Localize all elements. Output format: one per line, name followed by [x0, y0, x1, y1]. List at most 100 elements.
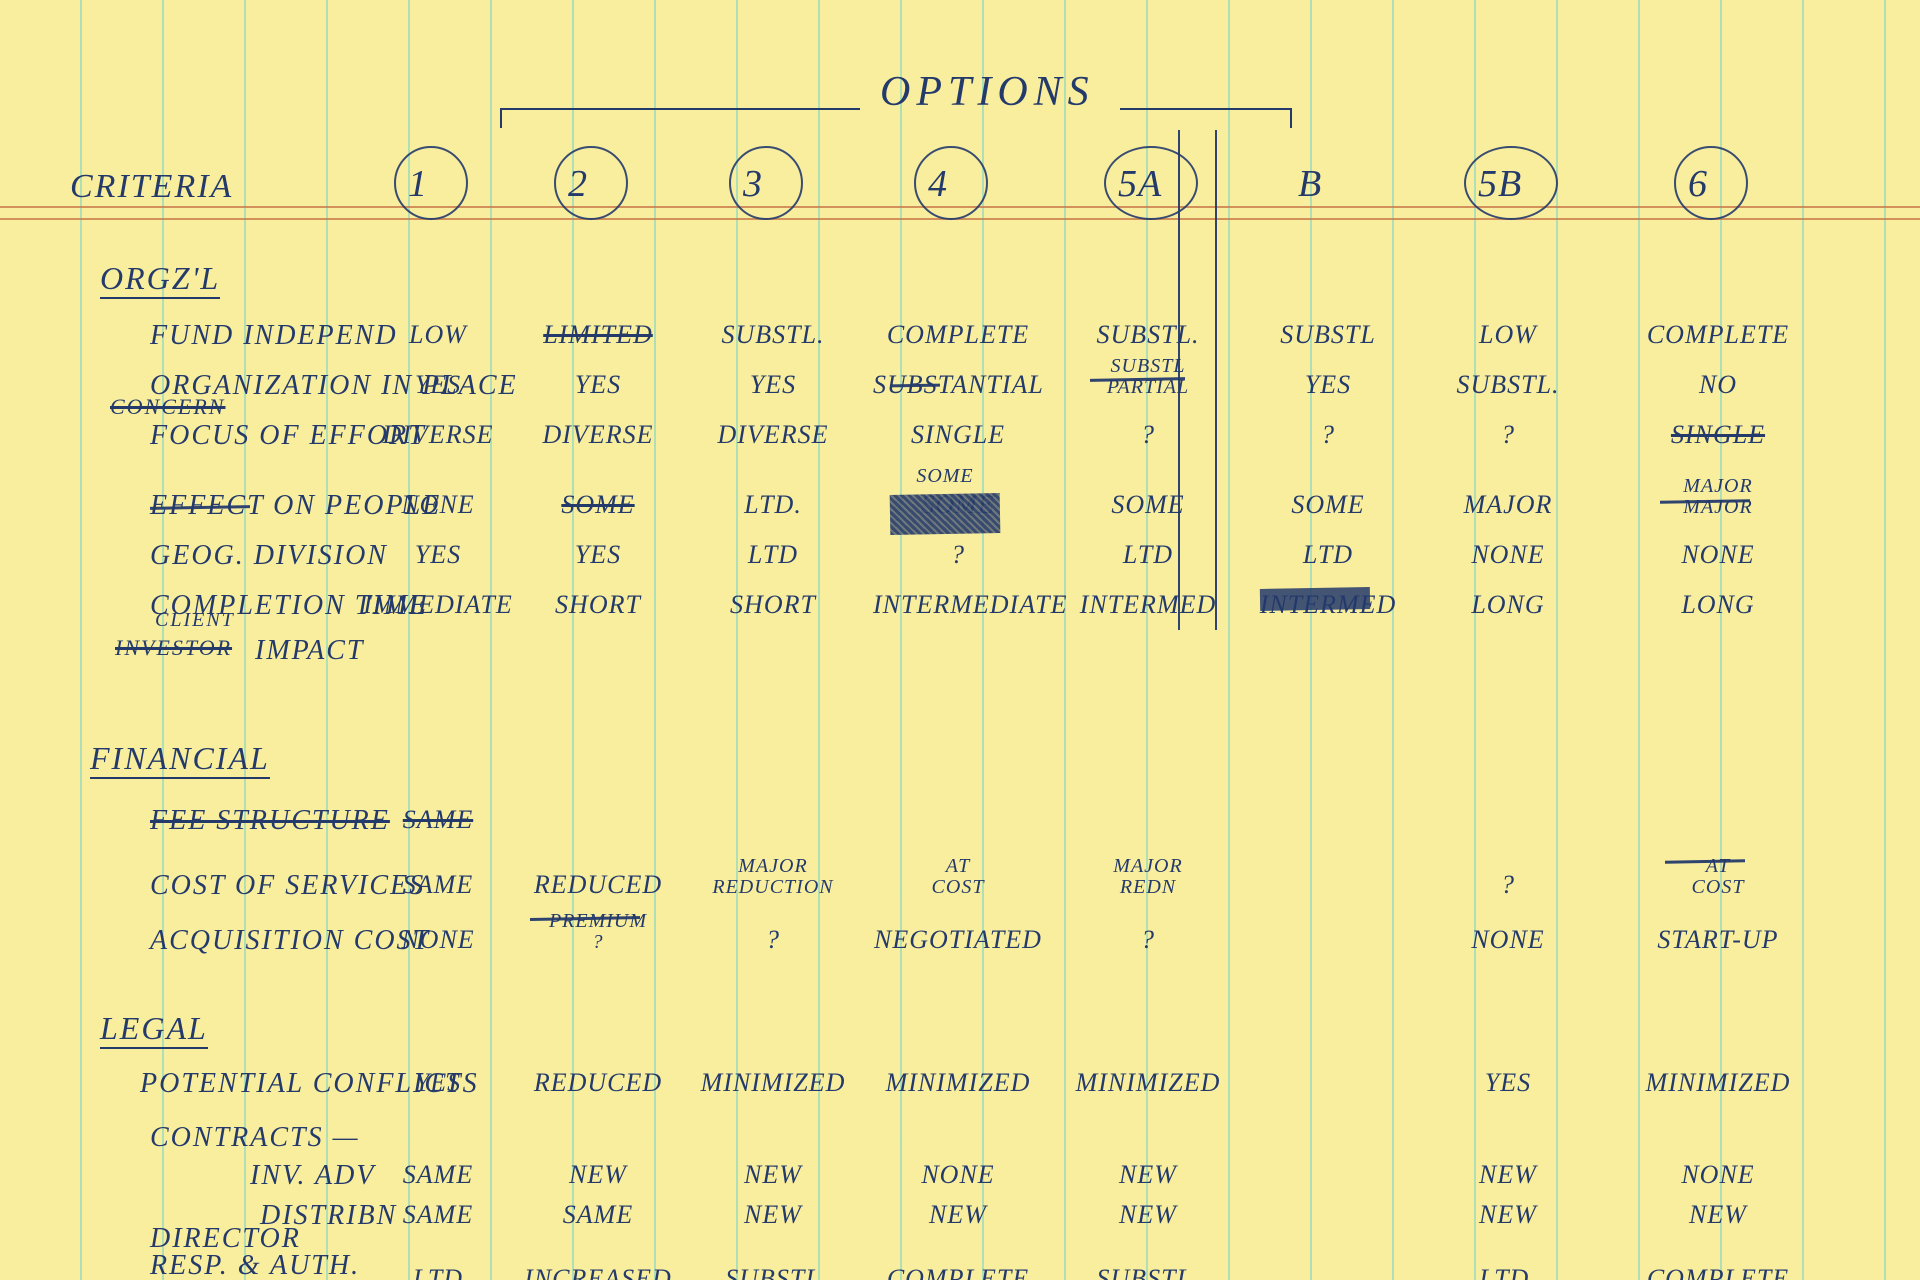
cell-effect_on_people-c5: SOME — [1243, 490, 1413, 520]
header-bracket-right — [1120, 108, 1290, 110]
cell-acquisition_cost-c4: ? — [1063, 925, 1233, 955]
cell-org_in_place-c6: SUBSTL. — [1423, 370, 1593, 400]
cell-cost_of_services-c0: SAME — [353, 870, 523, 900]
column-header-5B: 5B — [1478, 162, 1522, 206]
cell-director_resp-c1: INCREASED — [513, 1264, 683, 1280]
cell-fund_independ-c2: SUBSTL. — [688, 320, 858, 350]
cell-effect_on_people-c2: LTD. — [688, 490, 858, 520]
column-header-2: 2 — [568, 162, 588, 206]
cell-geog_division-c5: LTD — [1243, 540, 1413, 570]
cell-effect_on_people-c7: MAJORMAJOR — [1633, 476, 1803, 518]
cell-fund_independ-c1: LIMITED — [513, 320, 683, 350]
cell-geog_division-c3: ? — [873, 540, 1043, 570]
column-circle-2 — [554, 146, 628, 220]
cell-cost_of_services-c2: MAJORREDUCTION — [688, 856, 858, 898]
cell-completion_time-c0: IMMEDIATE — [353, 590, 523, 620]
column-header-6: 6 — [1688, 162, 1708, 206]
cell-cost_of_services-c3: ATCOST — [873, 856, 1043, 898]
cell-completion_time-c1: SHORT — [513, 590, 683, 620]
row-label-client-impact-top: CLIENT — [155, 609, 235, 632]
criteria-label: CRITERIA — [70, 168, 233, 206]
cell-geog_division-c2: LTD — [688, 540, 858, 570]
cell-inv_adv-c0: SAME — [353, 1160, 523, 1190]
cell-potential_conflicts-c4: MINIMIZED — [1063, 1068, 1233, 1098]
cell-fund_independ-c3: COMPLETE — [873, 320, 1043, 350]
cell-distribn-c1: SAME — [513, 1200, 683, 1230]
cell-focus_of_effort-c0: DIVERSE — [353, 420, 523, 450]
cell-fee_structure-c0: SAME — [353, 805, 523, 835]
cell-fund_independ-c0: LOW — [353, 320, 523, 350]
cell-org_in_place-c1: YES — [513, 370, 683, 400]
cell-acquisition_cost-c3: NEGOTIATED — [873, 925, 1043, 955]
cell-distribn-c6: NEW — [1423, 1200, 1593, 1230]
heavy-strike-completion-col5 — [1260, 587, 1370, 611]
cell-acquisition_cost-c2: ? — [688, 925, 858, 955]
cell-completion_time-c2: SHORT — [688, 590, 858, 620]
cell-inv_adv-c4: NEW — [1063, 1160, 1233, 1190]
cell-distribn-c3: NEW — [873, 1200, 1043, 1230]
cell-org_in_place-c5: YES — [1243, 370, 1413, 400]
cell-director_resp-c6: LTD. — [1423, 1264, 1593, 1280]
cell-geog_division-c7: NONE — [1633, 540, 1803, 570]
section-legal: LEGAL — [100, 1010, 208, 1047]
column-header-1: 1 — [408, 162, 428, 206]
cell-potential_conflicts-c0: YES — [353, 1068, 523, 1098]
cell-effect-on-people-c3-above: SOME — [880, 466, 1010, 487]
page-content: OPTIONS CRITERIA 12345AB5B6 ORGZ'L FINAN… — [0, 0, 1920, 1280]
cell-fund_independ-c6: LOW — [1423, 320, 1593, 350]
row-label-client-impact-strike: INVESTOR — [115, 635, 232, 661]
cell-potential_conflicts-c7: MINIMIZED — [1633, 1068, 1803, 1098]
section-orgzl: ORGZ'L — [100, 260, 220, 297]
cell-fund_independ-c5: SUBSTL — [1243, 320, 1413, 350]
cell-geog_division-c0: YES — [353, 540, 523, 570]
row-label-contracts: CONTRACTS — — [150, 1122, 360, 1154]
row-label-director_resp: DIRECTORRESP. & AUTH. — [150, 1226, 360, 1279]
column-header-3: 3 — [743, 162, 763, 206]
divider-stroke-col5a-right — [1178, 130, 1180, 630]
cell-director_resp-c4: SUBSTL. — [1063, 1264, 1233, 1280]
column-header-5A: 5A — [1118, 162, 1162, 206]
cell-effect_on_people-c6: MAJOR — [1423, 490, 1593, 520]
cell-effect_on_people-c4: SOME — [1063, 490, 1233, 520]
header-bracket-tick-right — [1290, 108, 1292, 128]
cell-effect_on_people-c1: SOME — [513, 490, 683, 520]
cell-acquisition_cost-c6: NONE — [1423, 925, 1593, 955]
cell-focus_of_effort-c1: DIVERSE — [513, 420, 683, 450]
column-header-4: 4 — [928, 162, 948, 206]
cell-cost_of_services-c4: MAJORREDN — [1063, 856, 1233, 898]
cell-inv_adv-c7: NONE — [1633, 1160, 1803, 1190]
header-bracket-left — [500, 108, 860, 110]
cell-completion_time-c6: LONG — [1423, 590, 1593, 620]
cell-distribn-c2: NEW — [688, 1200, 858, 1230]
cell-completion_time-c4: INTERMED — [1063, 590, 1233, 620]
cell-acquisition_cost-c0: NONE — [353, 925, 523, 955]
cell-fund_independ-c7: COMPLETE — [1633, 320, 1803, 350]
cell-director_resp-c2: SUBSTL — [688, 1264, 858, 1280]
cell-focus_of_effort-c6: ? — [1423, 420, 1593, 450]
scratch-block-col4 — [890, 493, 1001, 535]
column-circle-1 — [394, 146, 468, 220]
column-circle-4 — [914, 146, 988, 220]
cell-focus_of_effort-c4: ? — [1063, 420, 1233, 450]
cell-distribn-c4: NEW — [1063, 1200, 1233, 1230]
cell-inv_adv-c1: NEW — [513, 1160, 683, 1190]
cell-fund_independ-c4: SUBSTL. — [1063, 320, 1233, 350]
row-label-client_impact: IMPACT — [255, 635, 365, 667]
cell-focus_of_effort-c2: DIVERSE — [688, 420, 858, 450]
cell-completion_time-c3: INTERMEDIATE — [873, 590, 1043, 620]
header-bracket-tick-left — [500, 108, 502, 128]
column-header-B: B — [1298, 162, 1322, 206]
cell-focus_of_effort-c7: SINGLE — [1633, 420, 1803, 450]
cell-completion_time-c7: LONG — [1633, 590, 1803, 620]
cell-geog_division-c6: NONE — [1423, 540, 1593, 570]
cell-acquisition_cost-c7: START-UP — [1633, 925, 1803, 955]
cell-inv_adv-c2: NEW — [688, 1160, 858, 1190]
cell-distribn-c7: NEW — [1633, 1200, 1803, 1230]
cell-geog_division-c4: LTD — [1063, 540, 1233, 570]
cell-focus_of_effort-c3: SINGLE — [873, 420, 1043, 450]
row-label-org-in-place-strike: CONCERN — [110, 394, 225, 420]
header-options-title: OPTIONS — [880, 68, 1095, 116]
cell-director_resp-c7: COMPLETE — [1633, 1264, 1803, 1280]
column-circle-3 — [729, 146, 803, 220]
cell-cost_of_services-c1: REDUCED — [513, 870, 683, 900]
